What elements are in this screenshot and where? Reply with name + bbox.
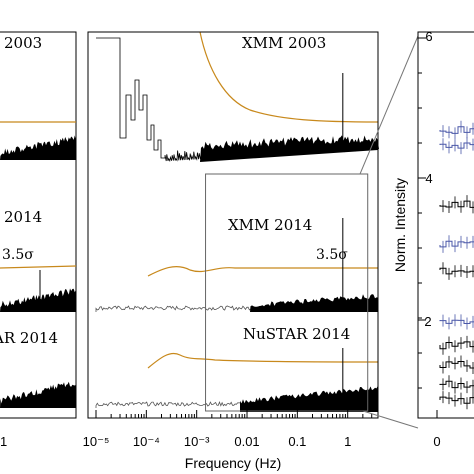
center-x-tick-label: 0.01 xyxy=(234,434,259,449)
center-x-tick-label: 10⁻⁵ xyxy=(83,434,110,449)
right-panel: Norm. Intensity 2 4 6 0 xyxy=(392,29,474,449)
center-row1-label: XMM 2003 xyxy=(242,34,326,52)
xmm2003-noise-band xyxy=(200,134,378,162)
nustar2014-noise-band xyxy=(240,385,378,412)
xmm2014-threshold-curve xyxy=(147,266,378,277)
zoom-box xyxy=(205,173,369,412)
center-row2-threshold-label: 3.5σ xyxy=(316,247,348,263)
center-x-tick-label: 10⁻⁴ xyxy=(133,434,160,449)
center-panel-frame xyxy=(87,31,379,419)
left-x-tick-label: 1 xyxy=(0,434,7,449)
nustar2014-threshold-curve xyxy=(147,352,379,369)
right-pulse-profile xyxy=(439,240,474,248)
right-panel-frame xyxy=(417,31,474,419)
right-pulse-profile xyxy=(439,380,474,389)
zoom-connector-bottom xyxy=(362,410,419,429)
center-x-axis: 10⁻⁵ 10⁻⁴ 10⁻³ 0.01 0.1 1 xyxy=(83,410,379,449)
right-pulse-profile xyxy=(439,319,474,324)
center-row2-label: XMM 2014 xyxy=(228,216,312,234)
left-panel-frame xyxy=(0,31,77,419)
center-panel: XMM 2003 XMM 2014 3.5σ NuSTAR 2014 10⁻⁵ 1… xyxy=(83,31,379,471)
left-row2-threshold-label: 3.5σ xyxy=(2,247,34,263)
right-pulse-profile xyxy=(439,200,474,208)
right-y-tick-label-6: 6 xyxy=(425,29,432,44)
right-y-axis-label: Norm. Intensity xyxy=(392,178,408,272)
right-pulse-profile xyxy=(439,361,474,369)
left-panel: 2003 2014 3.5σ AR 2014 1 xyxy=(0,31,77,449)
right-y-tick-label-2: 2 xyxy=(424,314,431,329)
right-panel-profiles xyxy=(418,37,474,418)
right-pulse-profile xyxy=(439,341,474,350)
right-pulse-profile xyxy=(439,396,474,404)
center-x-tick-label: 1 xyxy=(344,434,351,449)
right-x-tick-label-0: 0 xyxy=(433,434,440,449)
left-row3-label: AR 2014 xyxy=(0,329,58,347)
center-curves xyxy=(95,31,379,412)
center-x-axis-label: Frequency (Hz) xyxy=(185,455,281,471)
right-pulse-profile xyxy=(439,142,474,149)
center-row3-label: NuSTAR 2014 xyxy=(243,325,350,343)
center-x-tick-label: 10⁻³ xyxy=(184,434,210,449)
left-panel-curves xyxy=(0,121,77,408)
right-pulse-profile xyxy=(439,126,474,134)
left-noise-band-2 xyxy=(0,288,76,312)
left-noise-band-3 xyxy=(0,381,76,408)
left-noise-band-1 xyxy=(0,135,76,160)
center-x-tick-label: 0.1 xyxy=(288,434,306,449)
right-y-tick-label-4: 4 xyxy=(425,171,432,186)
xmm2014-noise-band xyxy=(250,294,378,312)
xmm2003-threshold-curve xyxy=(199,31,379,123)
right-pulse-profile xyxy=(439,267,474,275)
left-row2-threshold-curve xyxy=(0,265,77,269)
left-row2-label: 2014 xyxy=(4,208,42,226)
left-row1-label: 2003 xyxy=(4,34,42,52)
zoom-connector-top xyxy=(359,35,419,175)
